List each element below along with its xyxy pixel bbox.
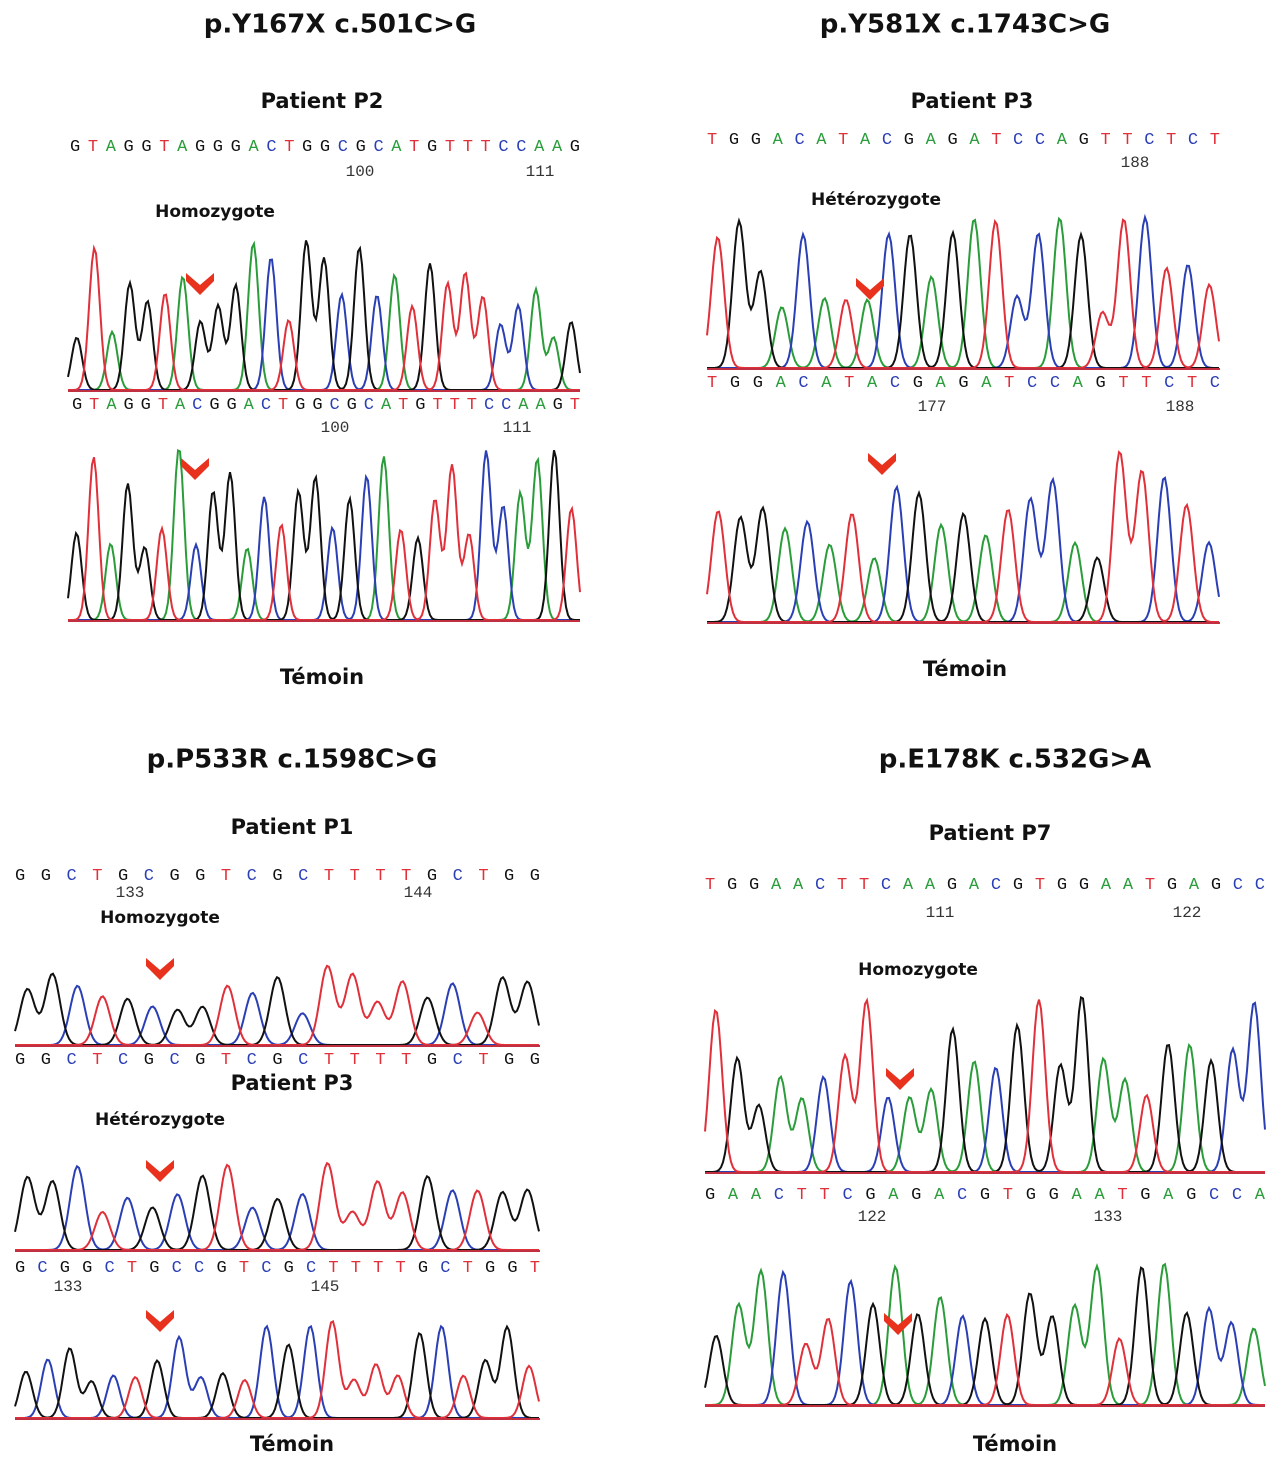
base-position: 100 — [346, 163, 375, 181]
mutation-arrow — [868, 453, 896, 475]
trace — [68, 244, 580, 391]
zygosity-label: Homozygote — [858, 960, 978, 980]
trace — [15, 982, 539, 1046]
base-position: 111 — [926, 904, 955, 922]
mutation-arrow — [186, 273, 214, 295]
control-label: Témoin — [250, 1432, 334, 1456]
patient-label: Patient P7 — [929, 821, 1052, 845]
mutation-arrow — [146, 958, 174, 980]
control-label: Témoin — [973, 1432, 1057, 1456]
mutation-arrow — [856, 278, 884, 300]
zygosity-label: Homozygote — [100, 908, 220, 928]
base-position: 145 — [311, 1278, 340, 1296]
trace — [705, 1001, 1266, 1173]
base-position: 133 — [54, 1278, 83, 1296]
trace — [67, 240, 581, 391]
trace — [707, 213, 1219, 369]
mutation-arrow — [146, 1160, 174, 1182]
mutation-arrow — [884, 1313, 912, 1335]
trace — [707, 490, 1219, 623]
trace — [15, 1161, 539, 1251]
base-position: 111 — [503, 419, 532, 437]
trace — [707, 476, 1220, 623]
mutation-arrow — [181, 458, 209, 480]
base-position: 144 — [404, 884, 433, 902]
control-label: Témoin — [280, 665, 364, 689]
trace — [68, 240, 580, 391]
mutation-arrow — [886, 1068, 914, 1090]
trace — [706, 450, 1219, 623]
base-position: 133 — [1094, 1208, 1123, 1226]
patient-label: Patient P1 — [231, 815, 354, 839]
base-position: 188 — [1121, 154, 1150, 172]
base-position: 122 — [1173, 904, 1202, 922]
zygosity-label: Homozygote — [155, 202, 275, 222]
base-position: 111 — [526, 163, 555, 181]
zygosity-label: Hétérozygote — [95, 1110, 225, 1130]
control-label: Témoin — [923, 657, 1007, 681]
panel-title: p.P533R c.1598C>G — [147, 745, 438, 775]
base-position: 188 — [1166, 398, 1195, 416]
patient-label: Patient P3 — [231, 1071, 354, 1095]
base-position: 100 — [321, 419, 350, 437]
panel-title: p.E178K c.532G>A — [879, 745, 1152, 775]
base-position: 177 — [918, 398, 947, 416]
trace — [68, 450, 580, 621]
trace — [707, 522, 1219, 623]
panel-title: p.Y167X c.501C>G — [204, 10, 476, 40]
zygosity-label: Hétérozygote — [811, 190, 941, 210]
base-position: 122 — [858, 1208, 887, 1226]
trace — [14, 1324, 539, 1419]
patient-label: Patient P3 — [911, 89, 1034, 113]
trace — [704, 1266, 1265, 1406]
patient-label: Patient P2 — [261, 89, 384, 113]
trace — [705, 1312, 1265, 1406]
base-position: 133 — [116, 884, 145, 902]
panel-title: p.Y581X c.1743C>G — [820, 10, 1111, 40]
trace — [68, 258, 580, 391]
trace — [15, 1164, 539, 1251]
mutation-arrow — [146, 1310, 174, 1332]
